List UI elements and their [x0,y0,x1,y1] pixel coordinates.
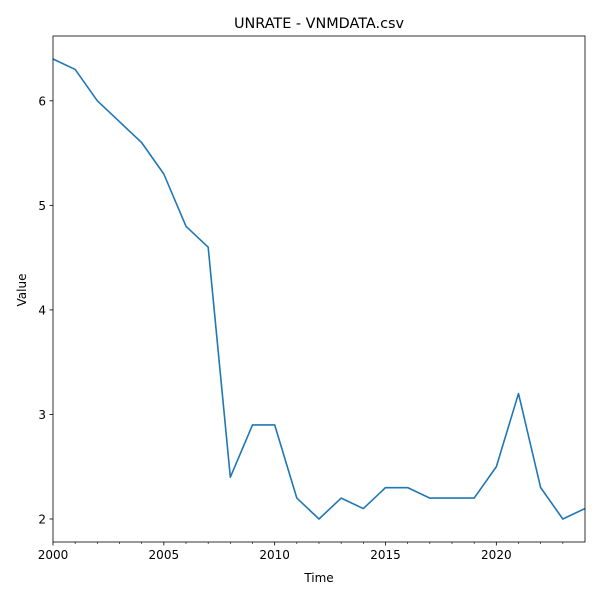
y-tick-label: 5 [38,199,46,213]
plot-area [52,58,586,520]
x-axis-label: Time [303,571,333,585]
y-axis: 2 3 4 5 6 [38,94,53,527]
x-tick-label: 2020 [481,548,512,562]
y-tick-label: 3 [38,408,46,422]
x-axis: 2000 2005 2010 2015 2020 [38,542,564,562]
x-tick-label: 2010 [259,548,290,562]
series-line-0 [52,58,586,520]
x-tick-label: 2005 [149,548,180,562]
x-tick-label: 2015 [370,548,401,562]
plot-frame [52,35,586,543]
y-axis-label: Value [15,274,29,307]
y-tick-label: 4 [38,303,46,317]
x-tick-label: 2000 [38,548,69,562]
y-tick-label: 2 [38,513,46,527]
y-tick-label: 6 [38,94,46,108]
chart-title: UNRATE - VNMDATA.csv [234,16,404,32]
